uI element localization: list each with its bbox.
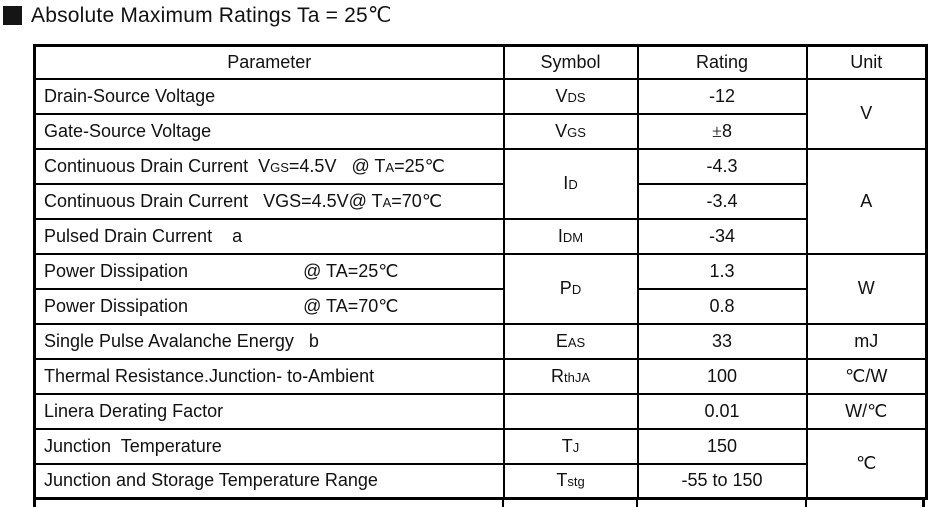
table-row: Linera Derating Factor 0.01 W/℃ [33, 392, 928, 430]
param-cell: Junction Temperature [33, 427, 505, 465]
symbol-cell: Tstg [502, 462, 639, 500]
table-row: Junction Temperature TJ 150 ℃ [33, 427, 928, 500]
table-row: Thermal Resistance.Junction- to-Ambient R… [33, 357, 928, 395]
table-row: Gate-Source Voltage VGS ±8 [33, 112, 927, 150]
param-cell: Linera Derating Factor [33, 392, 505, 430]
symbol-cell: RthJA [502, 357, 639, 395]
param-cell: Power Dissipation @ TA=70℃ [33, 287, 505, 325]
rating-cell: -34 [636, 217, 808, 255]
section-marker-icon [3, 6, 22, 25]
rating-cell: 1.3 [636, 252, 808, 290]
ratings-table: Parameter Symbol Rating Unit Drain-Sourc… [33, 44, 928, 500]
table-row: Continuous Drain Current VGS=4.5V @ TA=2… [33, 147, 928, 255]
symbol-cell: VGS [502, 112, 639, 150]
table-row: Power Dissipation @ TA=70℃ 0.8 [33, 287, 927, 325]
col-header-symbol: Symbol [502, 44, 639, 80]
symbol-cell [502, 392, 639, 430]
rating-cell: ±8 [636, 112, 808, 150]
rating-cell: 0.8 [636, 287, 808, 325]
header-row: Parameter Symbol Rating Unit [33, 44, 928, 80]
table-cutoff-line [636, 498, 638, 507]
unit-cell: W/℃ [805, 392, 928, 430]
unit-cell: mJ [805, 322, 928, 360]
unit-cell: V [805, 77, 928, 150]
rating-cell: 0.01 [636, 392, 808, 430]
table-row: Junction and Storage Temperature Range Ts… [33, 462, 927, 500]
ratings-table-wrap: Parameter Symbol Rating Unit Drain-Sourc… [33, 44, 928, 507]
symbol-cell: VDS [502, 77, 639, 115]
unit-cell: ℃/W [805, 357, 928, 395]
table-row: Single Pulse Avalanche Energy b EAS 33 mJ [33, 322, 928, 360]
param-cell: Single Pulse Avalanche Energy b [33, 322, 505, 360]
table-row: Drain-Source Voltage VDS -12 V [33, 77, 928, 150]
symbol-cell: TJ [502, 427, 639, 465]
table-cutoff-line [33, 498, 36, 507]
table-cutoff-line [502, 498, 504, 507]
rating-cell: -3.4 [636, 182, 808, 220]
rating-cell: 33 [636, 322, 808, 360]
param-cell: Drain-Source Voltage [33, 77, 505, 115]
rating-cell: 100 [636, 357, 808, 395]
table-cutoff-line [922, 498, 925, 507]
rating-cell: -4.3 [636, 147, 808, 185]
table-row: Power Dissipation @ TA=25℃ PD 1.3 W [33, 252, 928, 325]
param-cell: Power Dissipation @ TA=25℃ [33, 252, 505, 290]
symbol-cell: PD [502, 252, 639, 325]
rating-cell: 150 [636, 427, 808, 465]
table-row: Pulsed Drain Current a IDM -34 [33, 217, 927, 255]
col-header-rating: Rating [636, 44, 808, 80]
col-header-parameter: Parameter [33, 44, 505, 80]
section-title: Absolute Maximum Ratings Ta = 25℃ [3, 3, 392, 28]
unit-cell: W [805, 252, 928, 325]
param-cell: Gate-Source Voltage [33, 112, 505, 150]
unit-cell: ℃ [805, 427, 928, 500]
table-row: Continuous Drain Current VGS=4.5V@ TA=70… [33, 182, 927, 220]
symbol-cell: IDM [502, 217, 639, 255]
param-cell: Continuous Drain Current VGS=4.5V@ TA=70… [33, 182, 505, 220]
param-cell: Thermal Resistance.Junction- to-Ambient [33, 357, 505, 395]
table-header: Parameter Symbol Rating Unit [33, 44, 928, 80]
table-cutoff-line [805, 498, 807, 507]
param-cell: Continuous Drain Current VGS=4.5V @ TA=2… [33, 147, 505, 185]
table-body: Drain-Source Voltage VDS -12 V Gate-Source V… [33, 77, 928, 500]
unit-cell: A [805, 147, 928, 255]
symbol-cell: ID [502, 147, 639, 220]
rating-cell: -55 to 150 [636, 462, 808, 500]
symbol-cell: EAS [502, 322, 639, 360]
param-cell: Junction and Storage Temperature Range [33, 462, 505, 500]
param-cell: Pulsed Drain Current a [33, 217, 505, 255]
col-header-unit: Unit [805, 44, 928, 80]
section-title-text: Absolute Maximum Ratings Ta = 25℃ [31, 4, 392, 27]
rating-cell: -12 [636, 77, 808, 115]
